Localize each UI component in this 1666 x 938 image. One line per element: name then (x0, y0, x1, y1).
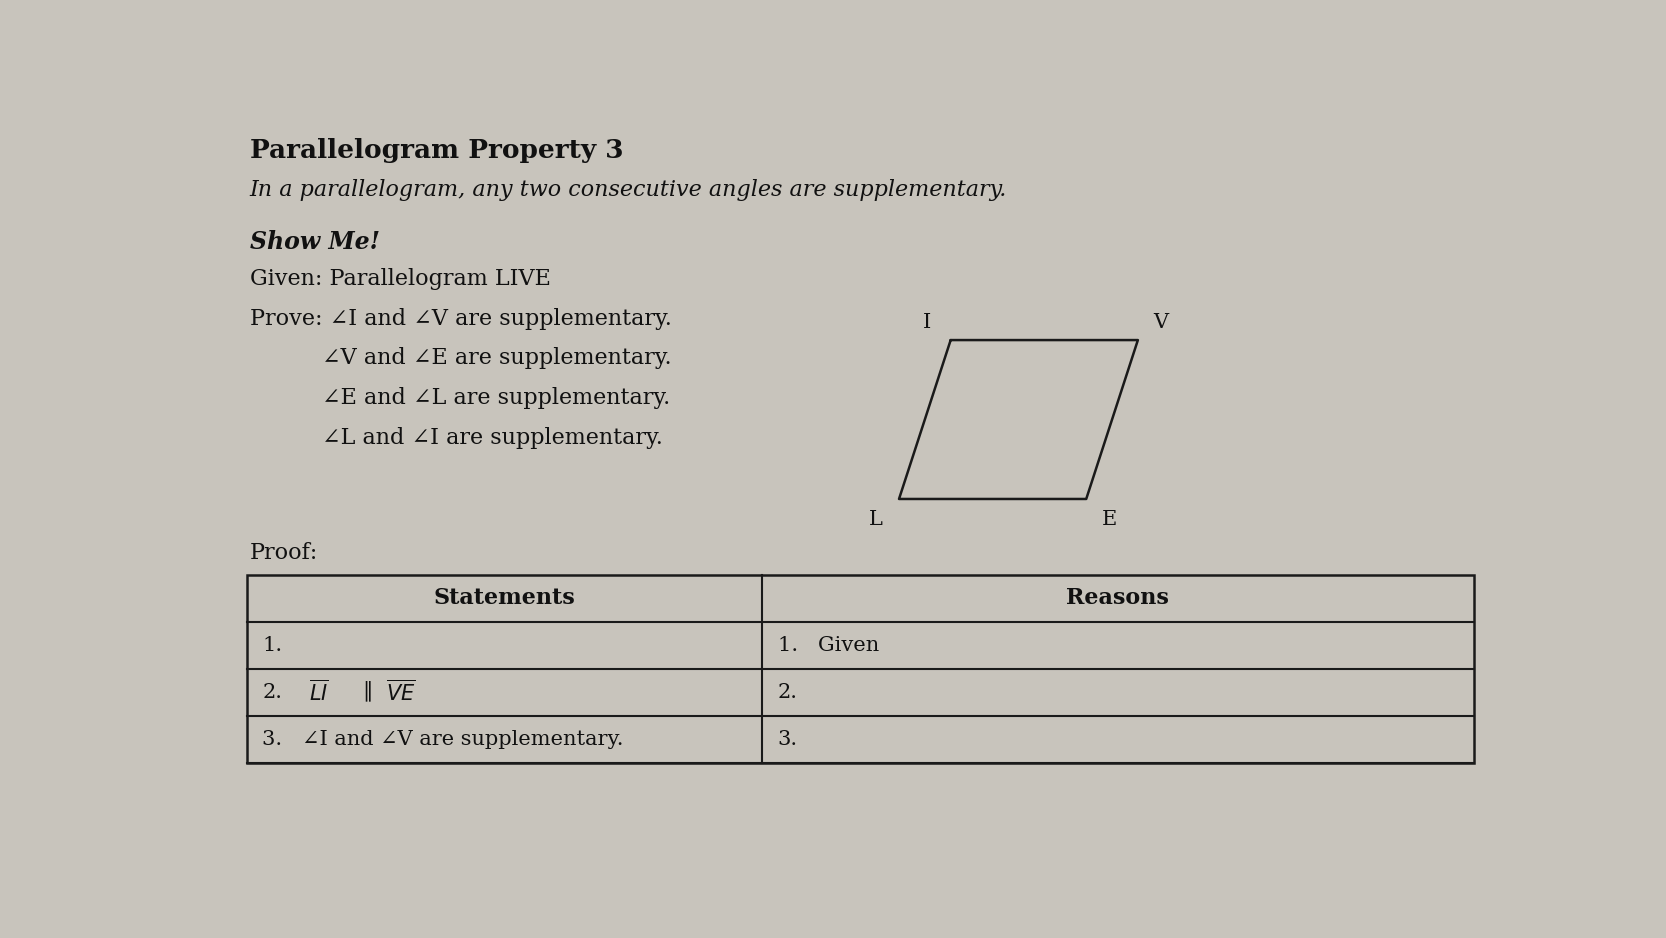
Bar (247, 575, 1473, 763)
Text: Proof:: Proof: (250, 542, 318, 565)
Text: $\overline{LI}$: $\overline{LI}$ (308, 679, 328, 704)
Text: ∠E and ∠L are supplementary.: ∠E and ∠L are supplementary. (322, 387, 670, 409)
Text: Statements: Statements (433, 587, 575, 610)
Text: Prove: ∠I and ∠V are supplementary.: Prove: ∠I and ∠V are supplementary. (250, 308, 671, 329)
Text: Parallelogram Property 3: Parallelogram Property 3 (250, 138, 623, 163)
Text: V: V (1153, 312, 1168, 331)
Text: In a parallelogram, any two consecutive angles are supplementary.: In a parallelogram, any two consecutive … (250, 179, 1006, 201)
Text: ∠V and ∠E are supplementary.: ∠V and ∠E are supplementary. (322, 347, 671, 370)
Text: Given: Parallelogram LIVE: Given: Parallelogram LIVE (250, 268, 550, 290)
Text: Show Me!: Show Me! (250, 230, 380, 253)
Text: 3.   ∠I and ∠V are supplementary.: 3. ∠I and ∠V are supplementary. (263, 730, 625, 749)
Text: 3.: 3. (778, 730, 798, 749)
Text: Reasons: Reasons (1066, 587, 1170, 610)
Text: I: I (923, 312, 931, 331)
Text: 2.: 2. (263, 683, 283, 702)
Text: 2.: 2. (778, 683, 798, 702)
Text: 1.   Given: 1. Given (778, 636, 880, 655)
Text: E: E (1101, 509, 1118, 529)
Text: L: L (870, 509, 883, 529)
Text: $\parallel$: $\parallel$ (358, 680, 372, 704)
Text: 1.: 1. (263, 636, 283, 655)
Text: ∠L and ∠I are supplementary.: ∠L and ∠I are supplementary. (322, 427, 663, 448)
Text: $\overline{VE}$: $\overline{VE}$ (387, 679, 416, 704)
